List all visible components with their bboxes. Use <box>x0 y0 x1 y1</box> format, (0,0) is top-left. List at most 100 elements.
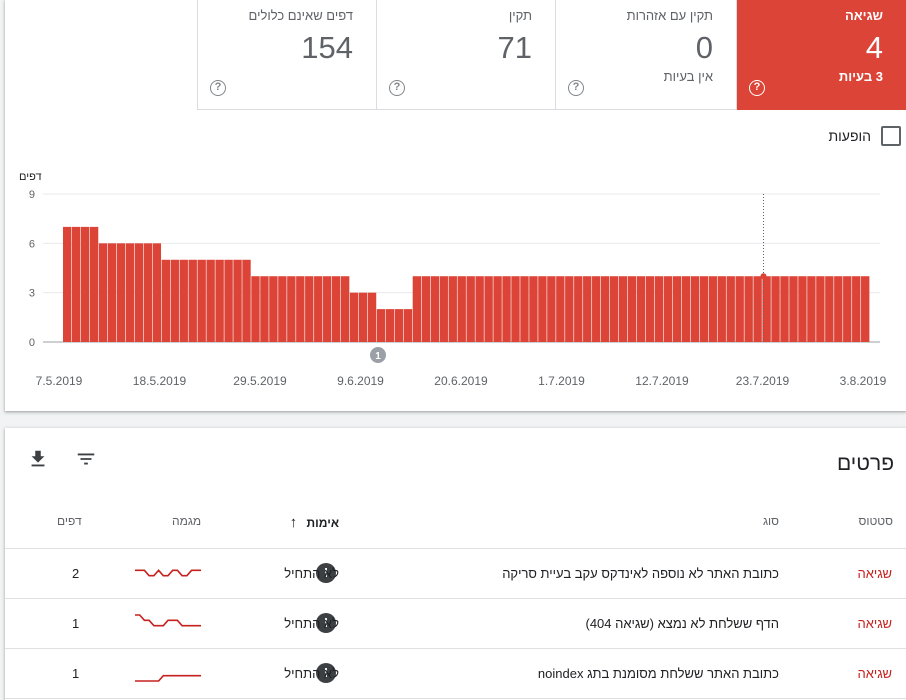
x-tick-label: 18.5.2019 <box>133 374 187 388</box>
chart-bar <box>852 276 861 342</box>
chart-bar <box>825 276 834 342</box>
chart-bar <box>484 276 493 342</box>
warnings-stat-sub: אין בעיות <box>663 69 713 84</box>
help-icon[interactable]: ? <box>749 80 765 96</box>
warnings-stat-tile[interactable]: תקין עם אזהרות 0 אין בעיות ? <box>556 0 737 110</box>
chart-bar <box>744 276 753 342</box>
chart-bar <box>134 243 144 342</box>
y-axis-label: דפים <box>19 171 42 183</box>
download-icon[interactable] <box>27 448 49 470</box>
hover-point <box>760 273 767 280</box>
chart-bar <box>63 226 72 342</box>
chart-bar <box>188 259 197 342</box>
chart-bar <box>502 276 511 342</box>
error-stat-label: שגיאה <box>844 8 883 23</box>
excluded-stat-value: 154 <box>301 30 353 65</box>
warning-icon: ! <box>316 613 336 633</box>
chart-bar <box>574 276 583 342</box>
chart-bar <box>609 276 619 342</box>
x-tick-label: 29.5.2019 <box>233 374 287 388</box>
chart-bar <box>753 276 762 342</box>
column-header-pages[interactable]: דפים <box>57 514 82 528</box>
chart-bar <box>125 243 135 342</box>
row-type: כתובת האתר ששלחת מסומנת בתג noindex <box>537 666 779 681</box>
valid-stat-label: תקין <box>508 8 532 23</box>
help-icon[interactable]: ? <box>389 80 405 96</box>
column-header-validation[interactable]: אימות ↑ <box>290 514 339 531</box>
pages-bar-chart: דפים 0 3 6 9 1 7.5.2019 18.5.2019 29.5.2019 9.6.2… <box>19 171 887 388</box>
trend-sparkline <box>135 674 201 682</box>
column-header-status[interactable]: סטטוס <box>858 514 893 528</box>
row-type: כתובת האתר לא נוספה לאינדקס עקב בעיית סר… <box>502 566 779 581</box>
x-tick-label: 9.6.2019 <box>337 374 384 388</box>
chart-bar <box>215 259 224 342</box>
chart-bar <box>861 276 870 342</box>
table-row[interactable]: שגיאה כתובת האתר לא נוספה לאינדקס עקב בע… <box>5 549 906 599</box>
chart-bar <box>323 276 332 342</box>
chart-bar <box>349 292 359 342</box>
x-tick-label: 1.7.2019 <box>538 374 585 388</box>
chart-bar <box>358 292 368 342</box>
table-row[interactable]: שגיאה הדף ששלחת לא נמצא (שגיאה 404) ! לא… <box>5 599 906 649</box>
x-tick-label: 12.7.2019 <box>635 374 689 388</box>
chart-bar <box>242 259 251 342</box>
chart-bar <box>403 309 413 342</box>
row-pages: 2 <box>72 566 80 581</box>
chart-bar <box>233 259 242 342</box>
row-pages: 1 <box>72 616 80 631</box>
filter-icon[interactable] <box>75 448 97 470</box>
chart-bar <box>412 276 422 342</box>
chart-bar <box>98 243 108 342</box>
chart-bar <box>771 276 780 342</box>
chart-bar <box>197 259 206 342</box>
chart-bar <box>708 276 717 342</box>
chart-bar <box>538 276 547 342</box>
chart-bar <box>376 309 386 342</box>
chart-bar <box>798 276 807 342</box>
column-header-trend: מגמה <box>172 514 202 528</box>
impressions-toggle[interactable]: הופעות <box>828 126 901 146</box>
excluded-stat-label: דפים שאינם כלולים <box>248 8 353 23</box>
y-tick-label: 9 <box>29 189 35 201</box>
chart-bar <box>314 276 323 342</box>
chart-bar <box>690 276 700 342</box>
impressions-checkbox[interactable] <box>881 126 901 146</box>
chart-bar <box>681 276 691 342</box>
row-type: הדף ששלחת לא נמצא (שגיאה 404) <box>585 616 779 631</box>
chart-bar <box>80 226 90 342</box>
error-stat-sub: 3 בעיות <box>838 69 883 84</box>
chart-bar <box>332 276 341 342</box>
chart-bar <box>340 276 350 342</box>
chart-bar <box>89 226 99 342</box>
chart-bar <box>161 259 170 342</box>
chart-bar <box>367 292 377 342</box>
help-icon[interactable]: ? <box>568 80 584 96</box>
coverage-summary-card: שגיאה 4 3 בעיות ? תקין עם אזהרות 0 אין ב… <box>5 0 906 411</box>
chart-bar <box>71 226 81 342</box>
valid-stat-tile[interactable]: תקין 71 ? <box>377 0 556 110</box>
x-tick-label: 7.5.2019 <box>36 374 83 388</box>
chart-bar <box>107 243 117 342</box>
warnings-stat-label: תקין עם אזהרות <box>626 8 713 23</box>
chart-bar <box>421 276 431 342</box>
chart-bar <box>717 276 726 342</box>
chart-bar <box>699 276 708 342</box>
chart-bar <box>394 309 404 342</box>
impressions-label: הופעות <box>828 128 871 144</box>
chart-bar <box>834 276 843 342</box>
annotation-marker <box>370 347 386 363</box>
chart-bar <box>636 276 646 342</box>
help-icon[interactable]: ? <box>210 80 226 96</box>
excluded-stat-tile[interactable]: דפים שאינם כלולים 154 ? <box>197 0 377 110</box>
error-stat-tile[interactable]: שגיאה 4 3 בעיות ? <box>737 0 906 110</box>
column-header-type[interactable]: סוג <box>762 514 779 528</box>
row-validation: לא התחיל <box>284 616 339 631</box>
chart-bar <box>556 276 565 342</box>
chart-bar <box>807 276 816 342</box>
table-row[interactable]: שגיאה כתובת האתר ששלחת מסומנת בתג noinde… <box>5 649 906 699</box>
chart-bar <box>457 276 466 342</box>
chart-bar <box>152 243 162 342</box>
chart-bar <box>816 276 825 342</box>
chart-bar <box>439 276 448 342</box>
chart-bar <box>260 276 269 342</box>
